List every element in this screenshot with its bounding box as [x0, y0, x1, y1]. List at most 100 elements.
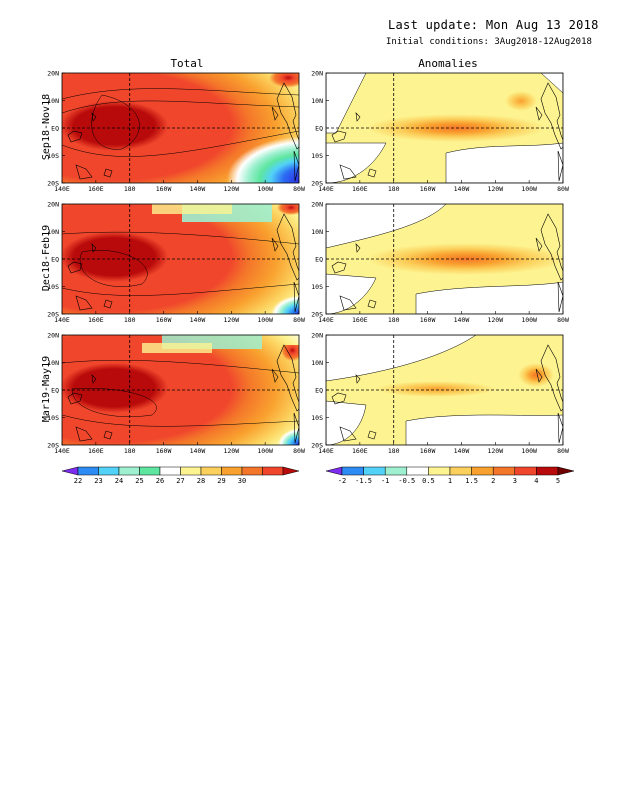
- lon-tick-label: 160W: [156, 185, 172, 193]
- lon-tick-label: 80W: [557, 447, 569, 455]
- lat-tick-label: EQ: [51, 256, 59, 264]
- lat-tick-label: 10S: [47, 152, 59, 160]
- lon-tick-label: 120W: [223, 316, 239, 324]
- lat-tick-label: EQ: [315, 256, 323, 264]
- lat-tick-label: EQ: [315, 387, 323, 395]
- lat-tick-label: EQ: [51, 387, 59, 395]
- lon-tick-label: 140E: [318, 316, 334, 324]
- lon-tick-label: 80W: [557, 316, 569, 324]
- colorbar-label: 29: [217, 477, 225, 485]
- lat-tick-label: 20N: [311, 201, 323, 209]
- colorbar-swatch: [221, 466, 243, 476]
- colorbar-swatch: [282, 466, 300, 476]
- row-labels: Sep18-Nov18 Dec18-Feb19 Mar19-May19: [41, 94, 52, 422]
- lon-tick-label: 180: [124, 316, 136, 324]
- lon-tick-label: 120W: [223, 185, 239, 193]
- colorbar-swatch: [536, 466, 559, 476]
- lon-tick-label: 140W: [190, 316, 206, 324]
- colorbar-swatch: [557, 466, 575, 476]
- colorbar-label: 5: [556, 477, 560, 485]
- lat-tick-label: 20N: [311, 70, 323, 78]
- colorbar-label: 22: [74, 477, 82, 485]
- lat-tick-label: 20N: [47, 332, 59, 340]
- lon-tick-label: 140E: [318, 447, 334, 455]
- lon-tick-label: 100W: [521, 316, 537, 324]
- lat-tick-label: 10S: [47, 414, 59, 422]
- lat-tick-label: 10N: [47, 359, 59, 367]
- lat-tick-label: 20N: [47, 201, 59, 209]
- lon-tick-label: 100W: [521, 185, 537, 193]
- colorbar-swatch: [325, 466, 343, 476]
- lon-tick-label: 160W: [156, 447, 172, 455]
- colorbar-swatch: [363, 466, 386, 476]
- colorbar-swatch: [492, 466, 516, 476]
- colorbar-label: 0.5: [422, 477, 435, 485]
- colorbar-label: -2: [338, 477, 346, 485]
- lon-tick-label: 100W: [257, 185, 273, 193]
- lon-tick-label: 160E: [88, 447, 104, 455]
- row-label-3: Mar19-May19: [41, 356, 52, 422]
- colorbar-label: 1: [448, 477, 452, 485]
- row-label-1: Sep18-Nov18: [41, 94, 52, 160]
- lat-tick-label: 20N: [311, 332, 323, 340]
- colorbar-swatch: [77, 466, 99, 476]
- lon-tick-label: 180: [388, 185, 400, 193]
- lon-tick-label: 160E: [352, 185, 368, 193]
- column-title-anomalies: Anomalies: [418, 57, 478, 70]
- lon-tick-label: 160W: [156, 316, 172, 324]
- initial-conditions-text: Initial conditions: 3Aug2018-12Aug2018: [386, 37, 592, 47]
- colorbar-swatch: [262, 466, 284, 476]
- lon-tick-label: 140E: [318, 185, 334, 193]
- lon-tick-label: 100W: [257, 447, 273, 455]
- row-label-2: Dec18-Feb19: [41, 225, 52, 291]
- colorbar-label: 2: [491, 477, 495, 485]
- colorbar-total: 22 23 24 25 26 27 28 29 30: [61, 466, 300, 485]
- lon-tick-label: 140W: [190, 185, 206, 193]
- lon-tick-label: 120W: [487, 316, 503, 324]
- lat-tick-label: 10N: [311, 359, 323, 367]
- colorbar-label: 23: [94, 477, 102, 485]
- lat-tick-label: 20S: [47, 442, 59, 450]
- lon-tick-label: 180: [124, 185, 136, 193]
- colorbar-label: 25: [135, 477, 143, 485]
- colorbar-label: 27: [176, 477, 184, 485]
- lon-tick-label: 160W: [420, 447, 436, 455]
- lon-tick-label: 80W: [293, 185, 305, 193]
- colorbar-label: 24: [115, 477, 123, 485]
- lon-tick-label: 160E: [352, 447, 368, 455]
- colorbar-swatch: [139, 466, 161, 476]
- colorbar-label: 28: [197, 477, 205, 485]
- lat-tick-label: 10S: [311, 414, 323, 422]
- lon-tick-label: 140W: [454, 185, 470, 193]
- colorbar-label: 30: [238, 477, 246, 485]
- lon-tick-label: 160W: [420, 316, 436, 324]
- colorbar-swatch: [384, 466, 408, 476]
- lon-tick-label: 140W: [454, 316, 470, 324]
- colorbar-label: 1.5: [465, 477, 478, 485]
- colorbar-label: 3: [513, 477, 517, 485]
- lon-tick-label: 80W: [293, 316, 305, 324]
- lon-tick-label: 140W: [454, 447, 470, 455]
- lon-tick-label: 80W: [293, 447, 305, 455]
- lon-tick-label: 120W: [487, 447, 503, 455]
- lat-tick-label: 10S: [47, 283, 59, 291]
- colorbar-swatch: [180, 466, 202, 476]
- lon-tick-label: 80W: [557, 185, 569, 193]
- lon-tick-label: 100W: [257, 316, 273, 324]
- lon-tick-label: 180: [388, 316, 400, 324]
- lat-tick-label: 20S: [47, 180, 59, 188]
- lon-tick-label: 100W: [521, 447, 537, 455]
- lon-tick-label: 180: [124, 447, 136, 455]
- lon-tick-label: 140W: [190, 447, 206, 455]
- lon-tick-label: 140E: [54, 316, 70, 324]
- colorbar-label: -1: [381, 477, 389, 485]
- colorbar-anomalies: -2 -1.5 -1 -0.5 0.5 1 1.5 2 3 4 5: [325, 466, 575, 485]
- colorbar-swatch: [406, 466, 429, 476]
- lat-tick-label: 20S: [311, 442, 323, 450]
- lon-tick-label: 180: [388, 447, 400, 455]
- lat-tick-label: 10N: [311, 228, 323, 236]
